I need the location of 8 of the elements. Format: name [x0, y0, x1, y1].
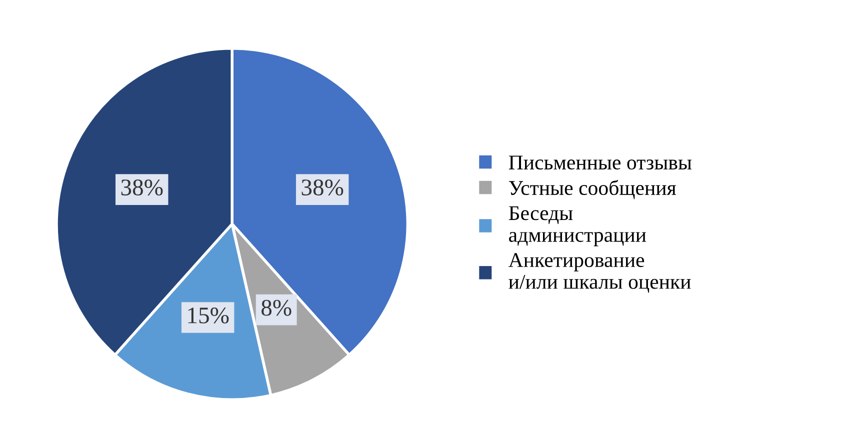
legend-label: Анкетирование и/или шкалы оценки [508, 253, 691, 293]
data-label: 15% [188, 307, 229, 324]
data-label: 38% [302, 180, 344, 196]
legend-label: Письменные отзывы [508, 156, 692, 170]
data-label: 8% [262, 300, 292, 316]
data-label: 38% [121, 180, 163, 196]
legend-label: Устные сообщения [508, 180, 676, 200]
legend-label: Беседы администрации [508, 206, 646, 246]
